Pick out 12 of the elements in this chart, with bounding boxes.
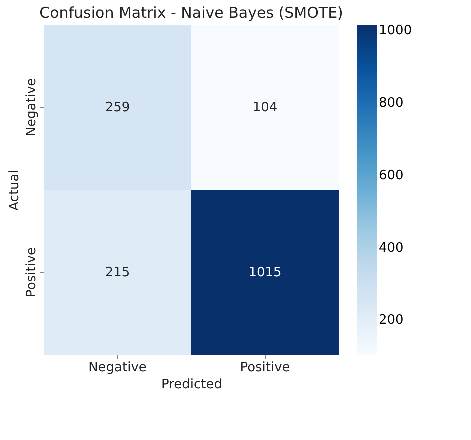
x-axis-title: Predicted: [161, 378, 223, 392]
data-label: 1015: [248, 266, 282, 280]
chart-title: Confusion Matrix - Naive Bayes (SMOTE): [40, 4, 344, 22]
data-label: 215: [105, 266, 130, 280]
color-bar-label: 1000: [379, 23, 412, 38]
color-bar-label: 800: [379, 96, 404, 111]
color-bar-label: 600: [379, 168, 404, 184]
data-label: 259: [105, 100, 130, 116]
color-bar-label: 200: [379, 313, 404, 328]
color-bar-label: 400: [379, 240, 404, 256]
y-axis-title: Actual: [8, 170, 22, 211]
data-label: 104: [252, 100, 278, 116]
